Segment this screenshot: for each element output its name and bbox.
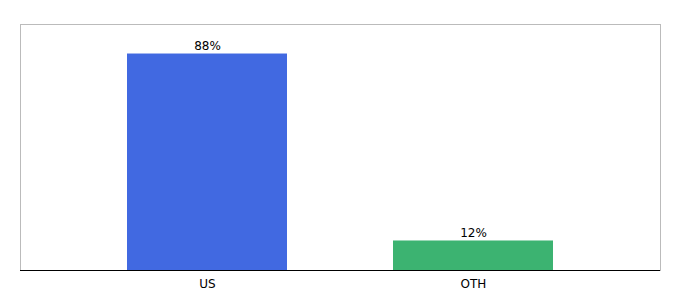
- svg-text:88%: 88%: [194, 39, 221, 53]
- svg-text:US: US: [199, 277, 215, 291]
- svg-text:12%: 12%: [460, 226, 487, 240]
- svg-text:OTH: OTH: [461, 277, 487, 291]
